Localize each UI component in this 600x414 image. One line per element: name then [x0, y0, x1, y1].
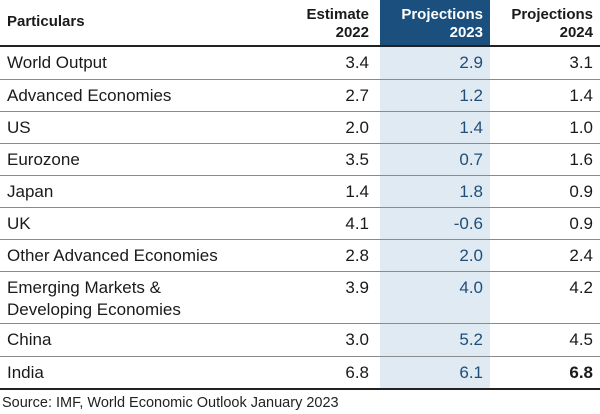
projection-2023-value: 5.2 [380, 324, 490, 356]
table-row: US 2.0 1.4 1.0 [0, 112, 600, 143]
row-divider [0, 271, 600, 272]
row-label: World Output [7, 53, 107, 72]
row-label: Advanced Economies [7, 86, 172, 105]
row-label-line1: Emerging Markets & [7, 278, 161, 297]
header-estimate-2022-line2: 2022 [335, 24, 369, 41]
header-divider [0, 45, 600, 47]
projection-2024-value: 1.4 [569, 86, 593, 105]
projection-2024-value: 0.9 [569, 214, 593, 233]
row-divider [0, 323, 600, 324]
row-divider [0, 111, 600, 112]
row-label: China [7, 330, 52, 349]
row-label: Japan [7, 182, 54, 201]
projection-2023-value: -0.6 [380, 208, 490, 239]
row-divider [0, 356, 600, 357]
estimate-2022-value: 4.1 [345, 214, 369, 233]
estimate-2022-value: 1.4 [345, 182, 369, 201]
row-label: Eurozone [7, 150, 80, 169]
header-projections-2023-line1: Projections [401, 6, 483, 23]
estimate-2022-value: 2.0 [345, 118, 369, 137]
header-estimate-2022-line1: Estimate [306, 6, 369, 23]
table-row: Emerging Markets & Developing Economies … [0, 272, 600, 323]
projection-2023-value: 0.7 [380, 144, 490, 175]
row-divider [0, 79, 600, 80]
row-divider [0, 207, 600, 208]
projection-2023-value: 1.2 [380, 80, 490, 111]
table-row: Other Advanced Economies 2.8 2.0 2.4 [0, 240, 600, 271]
row-label: Emerging Markets & Developing Economies [0, 272, 280, 323]
estimate-2022-value: 3.4 [345, 53, 369, 72]
row-label: US [7, 118, 31, 137]
row-label-line2: Developing Economies [7, 300, 181, 319]
estimate-2022-value: 3.0 [345, 330, 369, 349]
table-row: Eurozone 3.5 0.7 1.6 [0, 144, 600, 175]
table-row: World Output 3.4 2.9 3.1 [0, 47, 600, 79]
row-label: India [7, 363, 44, 382]
projection-2023-value: 2.0 [380, 240, 490, 271]
projection-2024-value: 0.9 [569, 182, 593, 201]
source-note: Source: IMF, World Economic Outlook Janu… [2, 395, 339, 411]
table-row: India 6.8 6.1 6.8 [0, 357, 600, 388]
estimate-2022-value: 6.8 [345, 363, 369, 382]
projection-2023-value: 4.0 [380, 272, 490, 323]
projection-2024-value: 4.5 [569, 330, 593, 349]
estimate-2022-value: 2.7 [345, 86, 369, 105]
projection-2024-value: 1.0 [569, 118, 593, 137]
estimate-2022-value: 3.9 [345, 278, 369, 297]
projection-2024-value: 4.2 [569, 278, 593, 297]
header-projections-2024: Projections 2024 [494, 0, 600, 45]
header-projections-2024-line1: Projections [511, 6, 593, 23]
projection-2023-value: 6.1 [380, 357, 490, 388]
table-row: Japan 1.4 1.8 0.9 [0, 176, 600, 207]
header-projections-2023: Projections 2023 [380, 0, 490, 45]
table-row: Advanced Economies 2.7 1.2 1.4 [0, 80, 600, 111]
projection-2024-value: 6.8 [569, 363, 593, 382]
projection-2023-value: 1.4 [380, 112, 490, 143]
projection-2023-value: 2.9 [380, 47, 490, 79]
estimate-2022-value: 3.5 [345, 150, 369, 169]
projection-2024-value: 3.1 [569, 53, 593, 72]
row-divider [0, 239, 600, 240]
table-bottom-border [0, 388, 600, 390]
estimate-2022-value: 2.8 [345, 246, 369, 265]
projection-2024-value: 1.6 [569, 150, 593, 169]
row-divider [0, 175, 600, 176]
header-projections-2023-line2: 2023 [449, 24, 483, 41]
row-label: Other Advanced Economies [7, 246, 218, 265]
row-divider [0, 143, 600, 144]
projection-2023-value: 1.8 [380, 176, 490, 207]
header-projections-2024-line2: 2024 [559, 24, 593, 41]
table-row: China 3.0 5.2 4.5 [0, 324, 600, 356]
header-estimate-2022: Estimate 2022 [280, 0, 376, 45]
table-row: UK 4.1 -0.6 0.9 [0, 208, 600, 239]
header-particulars: Particulars [7, 13, 85, 30]
projection-2024-value: 2.4 [569, 246, 593, 265]
table-header-row: Particulars Estimate 2022 Projections 20… [0, 0, 600, 45]
row-label: UK [7, 214, 31, 233]
